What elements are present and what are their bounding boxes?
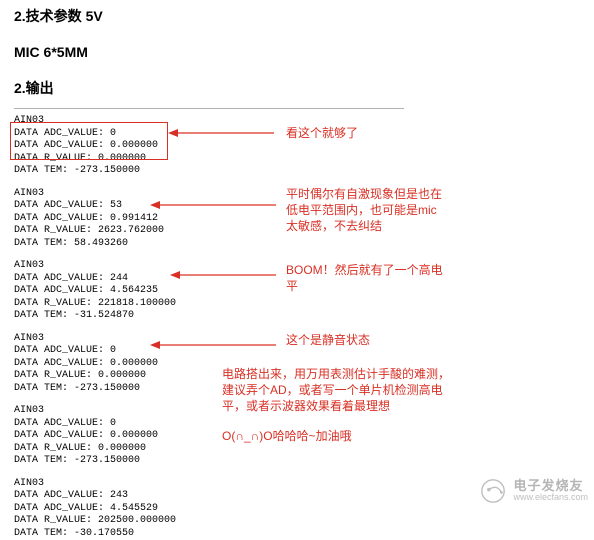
heading-tech-params: 2.技术参数 5V bbox=[14, 6, 594, 26]
heading-mic: MIC 6*5MM bbox=[14, 44, 594, 60]
watermark-en: www.elecfans.com bbox=[513, 493, 588, 503]
watermark-cn: 电子发烧友 bbox=[513, 479, 588, 493]
watermark-icon bbox=[479, 477, 507, 505]
annotation-2: 平时偶尔有自激现象但是也在低电平范围内，也可能是mic太敏感，不去纠结 bbox=[286, 186, 446, 235]
annotation-4: 这个是静音状态 bbox=[286, 332, 370, 348]
annotation-3: BOOM！然后就有了一个高电平 bbox=[286, 262, 446, 294]
annotation-5: 电路搭出来，用万用表测估计手酸的难测，建议弄个AD，或者写一个单片机检测高电平，… bbox=[222, 366, 452, 415]
annotation-1: 看这个就够了 bbox=[286, 125, 358, 141]
watermark: 电子发烧友 www.elecfans.com bbox=[479, 477, 588, 505]
annotation-6: O(∩_∩)O哈哈哈~加油哦 bbox=[222, 428, 352, 444]
divider bbox=[14, 108, 404, 109]
heading-output: 2.输出 bbox=[14, 78, 594, 98]
